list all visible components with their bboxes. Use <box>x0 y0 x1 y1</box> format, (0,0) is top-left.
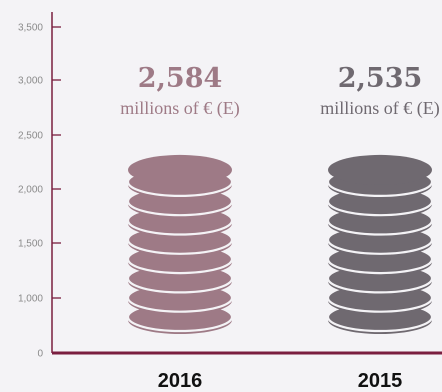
coin-stack-top <box>328 154 432 185</box>
y-tick-label: 1,500 <box>18 239 43 250</box>
bar-value-label: 2,535 <box>338 63 423 94</box>
value-labels: 2,584 millions of € (E) 2,535 millions of €… <box>120 63 440 119</box>
y-tick-label: 0 <box>37 349 43 360</box>
coin-stack-top <box>128 154 232 185</box>
y-tick-label: 1,000 <box>18 294 43 305</box>
y-tick-label: 3,000 <box>18 76 43 87</box>
x-category-label: 2015 <box>358 370 403 392</box>
coin-stack-2015 <box>326 154 434 334</box>
coin-stack-2016 <box>126 154 234 334</box>
bar-unit-label: millions of € (E) <box>320 98 440 119</box>
x-axis: 2016 2015 <box>52 351 442 392</box>
y-tick-label: 2,500 <box>18 131 43 142</box>
bar-value-label: 2,584 <box>138 63 223 94</box>
y-axis: 0 1,000 1,500 2,000 2,500 3,000 3,500 <box>18 12 61 360</box>
y-tick-label: 2,000 <box>18 185 43 196</box>
y-tick-label: 3,500 <box>18 23 43 34</box>
bar-unit-label: millions of € (E) <box>120 98 240 119</box>
coin-stacks <box>126 154 434 334</box>
x-category-label: 2016 <box>158 370 203 392</box>
